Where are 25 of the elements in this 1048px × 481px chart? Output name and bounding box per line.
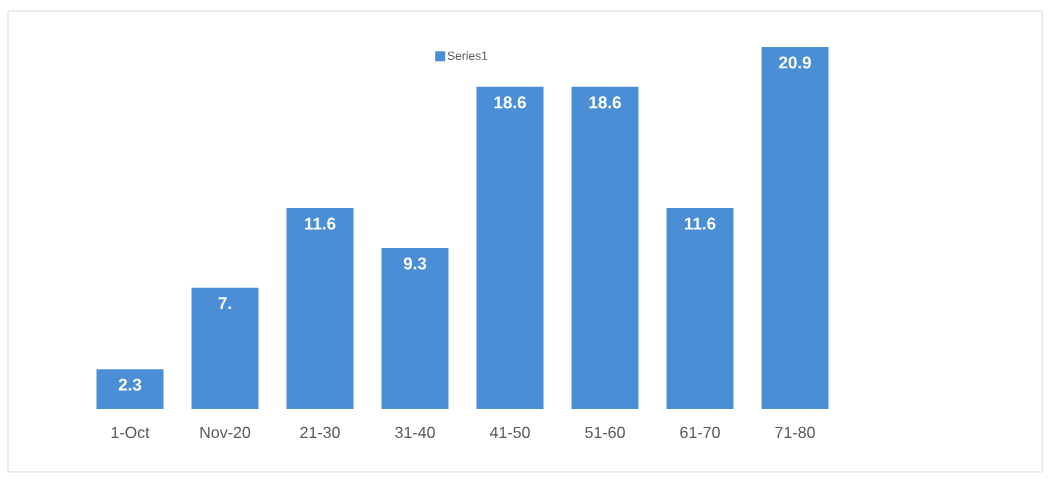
data-label: 20.9 — [779, 56, 811, 69]
x-tick-label: 71-80 — [775, 426, 815, 439]
data-label: 7. — [218, 297, 231, 309]
x-tick-label: 61-70 — [680, 426, 720, 439]
bar — [476, 86, 544, 409]
x-tick-label: 41-50 — [489, 426, 530, 439]
bar — [96, 369, 164, 409]
data-label: 18.6 — [589, 96, 621, 109]
x-tick-label: 51-60 — [585, 426, 625, 439]
bar — [191, 287, 259, 409]
bar — [666, 208, 734, 409]
data-label: 11.6 — [685, 217, 716, 230]
bar — [761, 46, 829, 409]
x-tick-label: Nov-20 — [200, 426, 251, 439]
x-tick-label: 31-40 — [395, 426, 435, 439]
bar — [381, 247, 449, 409]
data-label: 11.6 — [305, 217, 336, 230]
data-label: 2.3 — [118, 378, 142, 391]
x-tick-label: 21-30 — [300, 426, 340, 439]
data-label: 9.3 — [403, 257, 427, 270]
legend-label: Series1 — [447, 51, 488, 60]
bar — [571, 86, 639, 409]
x-tick-label: 1-Oct — [111, 426, 150, 439]
bar — [286, 208, 354, 409]
data-label: 18.6 — [494, 96, 526, 109]
